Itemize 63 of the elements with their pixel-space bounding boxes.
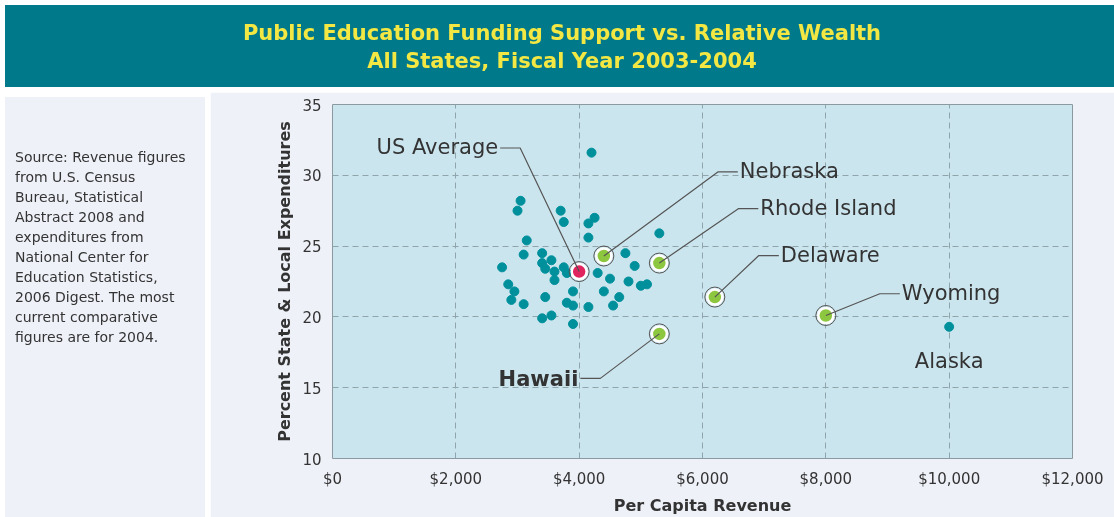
x-tick-label: $12,000 <box>1041 469 1104 488</box>
point <box>592 268 603 278</box>
point <box>598 286 609 297</box>
point <box>509 286 520 297</box>
point <box>497 262 508 273</box>
point <box>605 273 615 284</box>
text: Source: Revenue figures from U.S. Census Bureau, Statistical Abstract 2008 and expenditures from National Center for Education Statistics, 2006 Digest. The most current comparative figures are for 2004. <box>15 149 186 345</box>
x-tick-label: $2,000 <box>429 469 483 488</box>
y-tick-label: 15 <box>302 379 322 398</box>
annotation: Rhode Island <box>760 196 897 221</box>
chart-title: Public Education Funding Support vs. Relative Wealth All States, Fiscal Year 2003-2004 <box>242 20 882 75</box>
point <box>555 205 566 216</box>
point <box>608 300 619 311</box>
point <box>589 212 600 223</box>
y-tick-label: 20 <box>302 308 322 327</box>
annotation: Delaware <box>780 243 880 268</box>
point <box>568 286 578 297</box>
point <box>944 321 955 332</box>
point <box>620 248 631 259</box>
y-tick-label: 30 <box>302 167 322 186</box>
point <box>629 260 640 271</box>
point <box>614 292 625 303</box>
point <box>546 255 557 266</box>
point <box>642 279 652 290</box>
point <box>503 279 514 290</box>
point <box>549 266 560 277</box>
y-tick-label: 25 <box>302 238 322 257</box>
x-tick-label: $10,000 <box>918 469 981 488</box>
x-axis-title: Per Capita Revenue <box>613 495 792 515</box>
y-tick-label: 35 <box>302 96 322 115</box>
point <box>540 292 551 303</box>
annotation: Wyoming <box>901 281 1001 306</box>
point <box>537 313 548 324</box>
point <box>558 217 569 228</box>
point <box>506 294 517 305</box>
x-tick-label: $6,000 <box>676 469 729 488</box>
annotation: Alaska <box>914 348 984 373</box>
annotation: Nebraska <box>739 159 839 184</box>
point <box>537 248 548 259</box>
x-tick-label: $0 <box>322 469 343 488</box>
point <box>549 275 560 286</box>
annotation: Hawaii <box>498 366 579 391</box>
point <box>583 218 594 229</box>
point <box>583 302 594 312</box>
x-tick-label: $8,000 <box>799 469 853 488</box>
annotation: US Average <box>376 134 499 159</box>
point <box>568 318 578 329</box>
point <box>623 276 634 287</box>
y-axis-title: Percent State & Local Expenditures <box>275 121 295 442</box>
x-tick-label: $4,000 <box>552 469 606 488</box>
point <box>512 205 523 216</box>
point <box>568 300 578 311</box>
point <box>583 232 594 243</box>
point <box>654 228 665 239</box>
point <box>586 147 597 158</box>
point <box>540 263 551 274</box>
point <box>561 268 572 278</box>
point <box>518 249 529 260</box>
point <box>546 310 557 321</box>
point <box>521 235 532 246</box>
point <box>518 299 529 310</box>
y-tick-label: 10 <box>302 450 322 469</box>
point <box>515 195 526 206</box>
